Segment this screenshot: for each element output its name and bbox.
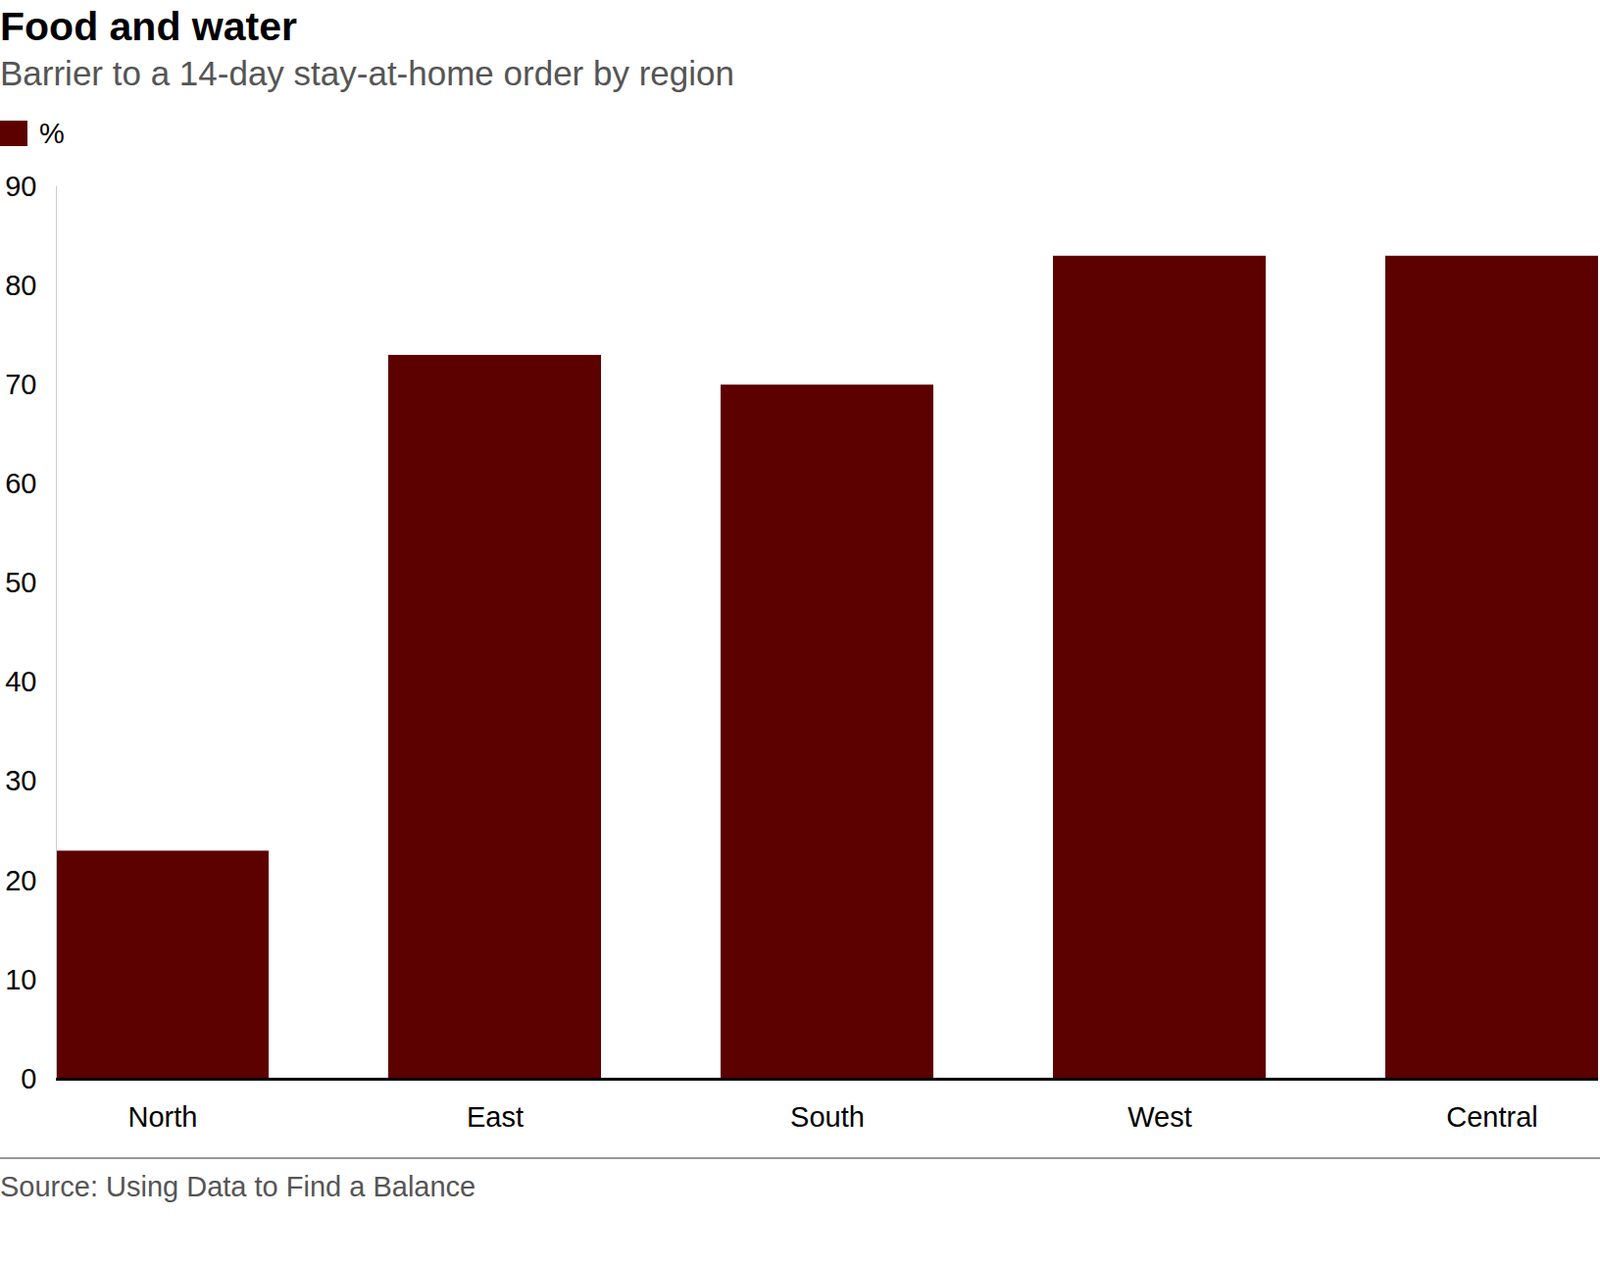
svg-text:30: 30: [4, 764, 37, 797]
svg-text:Central: Central: [1446, 1100, 1539, 1133]
svg-text:West: West: [1127, 1100, 1193, 1133]
svg-text:80: 80: [4, 269, 37, 301]
svg-text:70: 70: [4, 368, 37, 400]
svg-text:40: 40: [4, 665, 37, 698]
html-text:Barrier to a 14-day stay-at-ho: Barrier to a 14-day stay-at-home order b…: [0, 53, 735, 93]
svg-text:South: South: [790, 1100, 865, 1133]
svg-text:0: 0: [20, 1062, 37, 1095]
svg-text:North: North: [128, 1100, 199, 1133]
html-text:Food and water: Food and water: [0, 3, 298, 50]
svg-text:50: 50: [4, 566, 37, 599]
html-text:Source: Using Data to Find a B: Source: Using Data to Find a Balance: [0, 1170, 476, 1202]
svg-text:90: 90: [4, 170, 37, 202]
svg-text:10: 10: [4, 963, 37, 996]
svg-text:East: East: [466, 1100, 524, 1133]
svg-text:60: 60: [4, 467, 37, 500]
svg-text:20: 20: [4, 864, 37, 897]
